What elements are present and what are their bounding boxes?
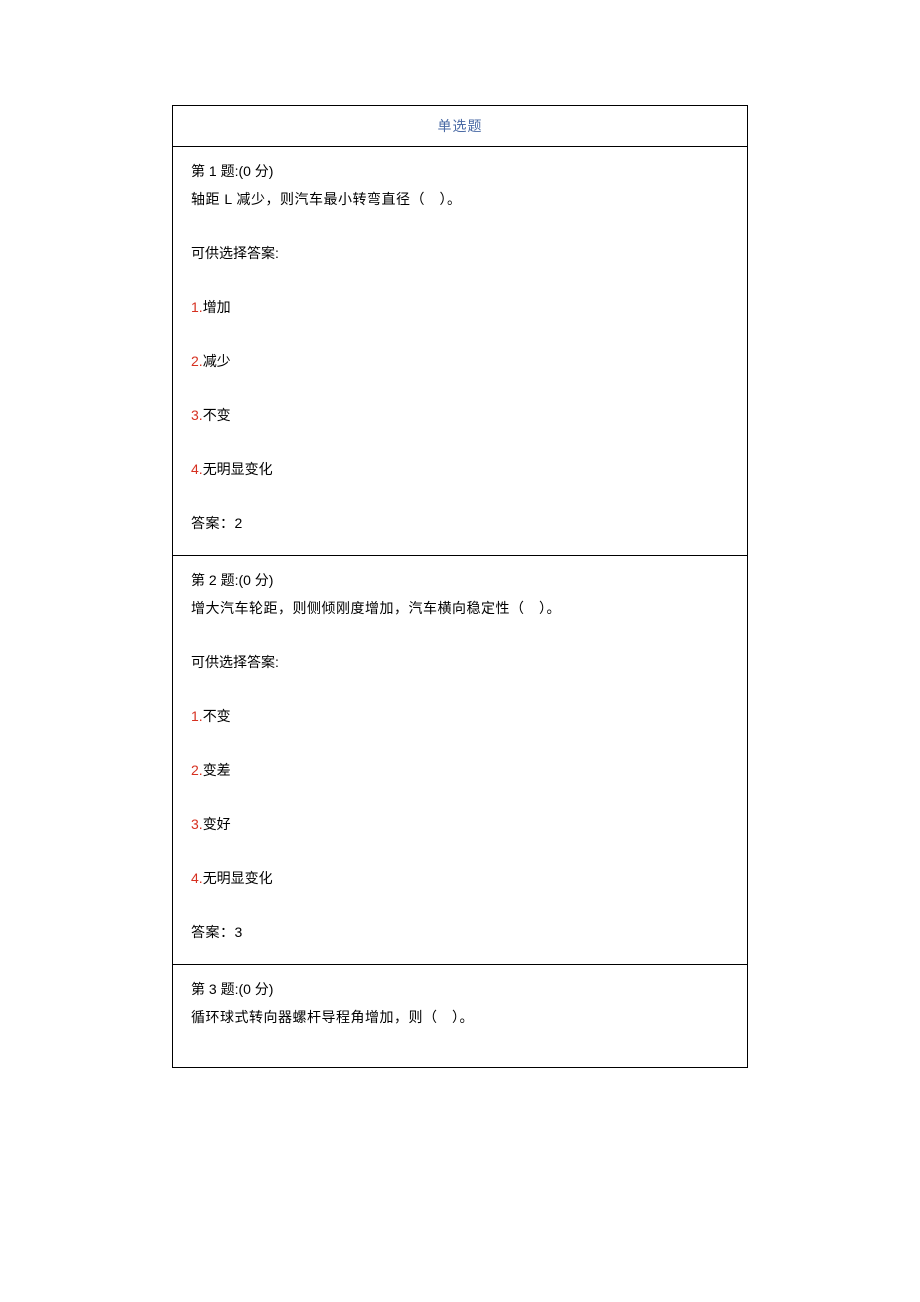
option-text: 不变 — [203, 708, 231, 724]
option-num: 3. — [191, 407, 203, 423]
question-number: 第 1 题:(0 分) — [191, 161, 729, 181]
section-header: 单选题 — [173, 106, 747, 147]
question-block-3: 第 3 题:(0 分) 循环球式转向器螺杆导程角增加，则（ ）。 — [173, 965, 747, 1067]
option-num: 4. — [191, 461, 203, 477]
question-text: 增大汽车轮距，则侧倾刚度增加，汽车横向稳定性（ ）。 — [191, 598, 729, 618]
page-container: 单选题 第 1 题:(0 分) 轴距 L 减少，则汽车最小转弯直径（ ）。 可供… — [172, 105, 748, 1068]
option-text: 变差 — [203, 762, 231, 778]
option-3: 3.不变 — [191, 405, 729, 425]
option-2: 2.变差 — [191, 760, 729, 780]
option-4: 4.无明显变化 — [191, 459, 729, 479]
option-text: 增加 — [203, 299, 231, 315]
question-text: 轴距 L 减少，则汽车最小转弯直径（ ）。 — [191, 189, 729, 209]
option-1: 1.增加 — [191, 297, 729, 317]
option-text: 无明显变化 — [203, 461, 273, 477]
option-1: 1.不变 — [191, 706, 729, 726]
option-text: 无明显变化 — [203, 870, 273, 886]
option-4: 4.无明显变化 — [191, 868, 729, 888]
option-num: 2. — [191, 353, 203, 369]
option-text: 不变 — [203, 407, 231, 423]
question-block-2: 第 2 题:(0 分) 增大汽车轮距，则侧倾刚度增加，汽车横向稳定性（ ）。 可… — [173, 556, 747, 965]
answer: 答案：3 — [191, 922, 729, 942]
options-label: 可供选择答案: — [191, 243, 729, 263]
answer: 答案：2 — [191, 513, 729, 533]
question-text: 循环球式转向器螺杆导程角增加，则（ ）。 — [191, 1007, 729, 1027]
options-label: 可供选择答案: — [191, 652, 729, 672]
option-num: 3. — [191, 816, 203, 832]
question-number: 第 3 题:(0 分) — [191, 979, 729, 999]
option-num: 4. — [191, 870, 203, 886]
option-num: 1. — [191, 299, 203, 315]
option-num: 1. — [191, 708, 203, 724]
option-2: 2.减少 — [191, 351, 729, 371]
question-number: 第 2 题:(0 分) — [191, 570, 729, 590]
question-block-1: 第 1 题:(0 分) 轴距 L 减少，则汽车最小转弯直径（ ）。 可供选择答案… — [173, 147, 747, 556]
option-num: 2. — [191, 762, 203, 778]
option-text: 变好 — [203, 816, 231, 832]
option-3: 3.变好 — [191, 814, 729, 834]
option-text: 减少 — [203, 353, 231, 369]
